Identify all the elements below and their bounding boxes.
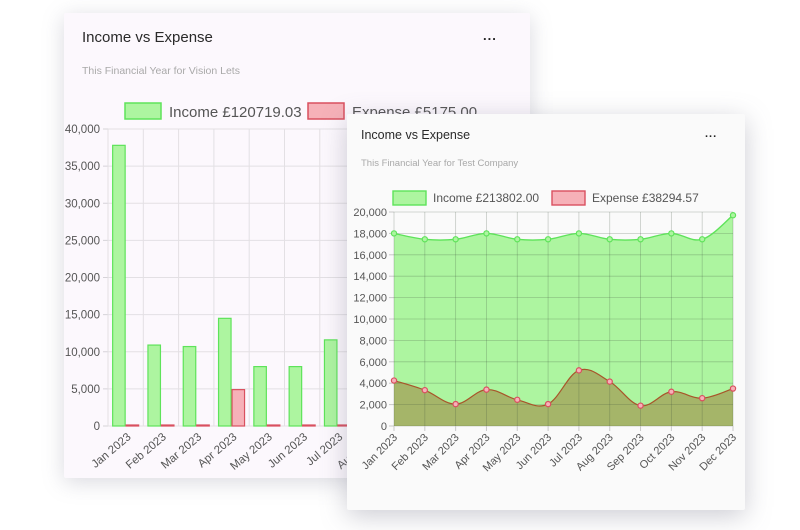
bar-expense (266, 424, 281, 427)
point-income (421, 236, 429, 243)
point-expense (606, 378, 613, 385)
point-income (575, 230, 583, 237)
y-tick-label: 12,000 (353, 293, 387, 305)
point-expense (575, 367, 583, 374)
y-tick-label: 20,000 (65, 273, 100, 285)
x-tick-label: Jun 2023 (266, 431, 310, 471)
point-income (637, 236, 644, 243)
bar-income (253, 366, 267, 427)
point-expense (483, 386, 490, 393)
y-tick-label: 0 (94, 421, 100, 433)
area-expense (394, 369, 733, 426)
point-expense (544, 400, 552, 408)
point-expense (729, 385, 737, 392)
legend-label-income: Income £120719.03 (169, 104, 302, 121)
legend-swatch-income (392, 190, 427, 206)
bar-expense (231, 389, 246, 427)
y-tick-label: 15,000 (65, 310, 100, 322)
area-income (394, 215, 733, 426)
bar-income (112, 144, 126, 427)
line-income (393, 214, 734, 241)
y-tick-label: 4,000 (359, 378, 387, 390)
point-income (483, 230, 490, 237)
bar-income (323, 339, 338, 427)
y-tick-label: 40,000 (65, 124, 100, 136)
point-income (729, 212, 737, 219)
y-tick-label: 8,000 (359, 335, 387, 347)
point-income (390, 230, 398, 237)
y-tick-label: 0 (381, 421, 387, 433)
bar-income (217, 317, 232, 427)
y-tick-label: 10,000 (353, 314, 387, 326)
point-expense (698, 394, 706, 402)
y-tick-label: 14,000 (353, 271, 387, 283)
point-income (698, 236, 706, 243)
bar-income (182, 345, 197, 427)
card-subtitle: This Financial Year for Test Company (361, 158, 519, 169)
point-income (668, 230, 675, 237)
bar-income (288, 366, 303, 427)
y-tick-label: 10,000 (65, 347, 100, 359)
card-subtitle: This Financial Year for Vision Lets (82, 65, 240, 77)
bar-expense (196, 424, 210, 427)
y-tick-label: 25,000 (65, 235, 100, 247)
point-income (544, 236, 552, 243)
y-tick-label: 6,000 (359, 357, 387, 369)
card-title: Income vs Expense (361, 128, 471, 142)
y-tick-label: 2,000 (359, 400, 387, 412)
area-chart: 0 2,000 4,000 6,000 8,000 10,000 12,000 14,000 1… (353, 190, 739, 474)
y-tick-label: 30,000 (65, 198, 100, 210)
bar-income (147, 344, 162, 427)
point-income (514, 236, 521, 243)
y-tick-label: 16,000 (353, 250, 387, 262)
legend-swatch-expense (551, 190, 586, 206)
y-tick-label: 5,000 (71, 384, 100, 396)
point-expense (637, 402, 644, 409)
point-expense (421, 386, 429, 394)
point-expense (452, 400, 459, 408)
bar-expense (125, 424, 140, 427)
income-expense-card-test-company: Income vs Expense ... This Financial Yea… (347, 114, 745, 510)
more-options-button[interactable]: ... (705, 128, 718, 140)
point-expense (668, 388, 675, 395)
legend-label-income: Income £213802.00 (433, 191, 539, 205)
more-options-button[interactable]: ... (483, 28, 497, 43)
point-expense (390, 377, 398, 384)
point-income (606, 236, 613, 243)
point-expense (514, 396, 521, 403)
bar-expense (302, 424, 316, 427)
legend-label-expense: Expense £38294.57 (592, 191, 699, 205)
y-tick-label: 20,000 (353, 207, 387, 219)
bar-expense (160, 424, 175, 427)
y-tick-label: 18,000 (353, 228, 387, 240)
legend-swatch-expense (307, 102, 345, 120)
legend-swatch-income (124, 102, 162, 120)
point-income (452, 236, 459, 243)
card-title: Income vs Expense (82, 29, 213, 46)
y-tick-label: 35,000 (65, 161, 100, 173)
